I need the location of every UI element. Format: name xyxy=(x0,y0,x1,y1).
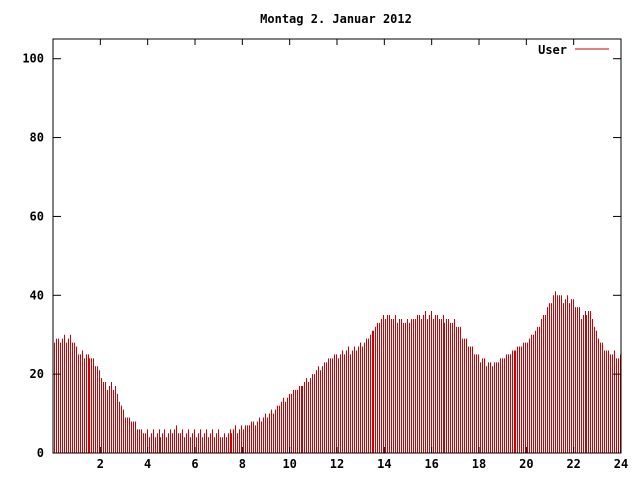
y-tick-label: 20 xyxy=(30,367,44,381)
x-tick-label: 6 xyxy=(191,457,198,471)
x-tick-label: 4 xyxy=(144,457,151,471)
x-tick-label: 10 xyxy=(282,457,296,471)
x-tick-label: 14 xyxy=(377,457,391,471)
x-tick-label: 22 xyxy=(566,457,580,471)
y-tick-label: 80 xyxy=(30,131,44,145)
x-tick-label: 24 xyxy=(614,457,628,471)
y-tick-label: 0 xyxy=(37,446,44,460)
legend: User xyxy=(538,43,609,57)
x-tick-label: 8 xyxy=(239,457,246,471)
x-tick-label: 2 xyxy=(97,457,104,471)
y-tick-label: 60 xyxy=(30,209,44,223)
y-axis: 0 20 40 60 80 100 xyxy=(22,52,621,460)
chart-title: Montag 2. Januar 2012 xyxy=(260,12,412,26)
x-tick-label: 18 xyxy=(472,457,486,471)
y-tick-label: 40 xyxy=(30,288,44,302)
x-tick-label: 16 xyxy=(424,457,438,471)
x-axis: 2 4 6 8 10 12 14 16 18 20 22 24 xyxy=(97,39,628,471)
x-tick-label: 20 xyxy=(519,457,533,471)
legend-label: User xyxy=(538,43,567,57)
x-tick-label: 12 xyxy=(330,457,344,471)
bars xyxy=(54,291,621,453)
y-tick-label: 100 xyxy=(22,52,44,66)
